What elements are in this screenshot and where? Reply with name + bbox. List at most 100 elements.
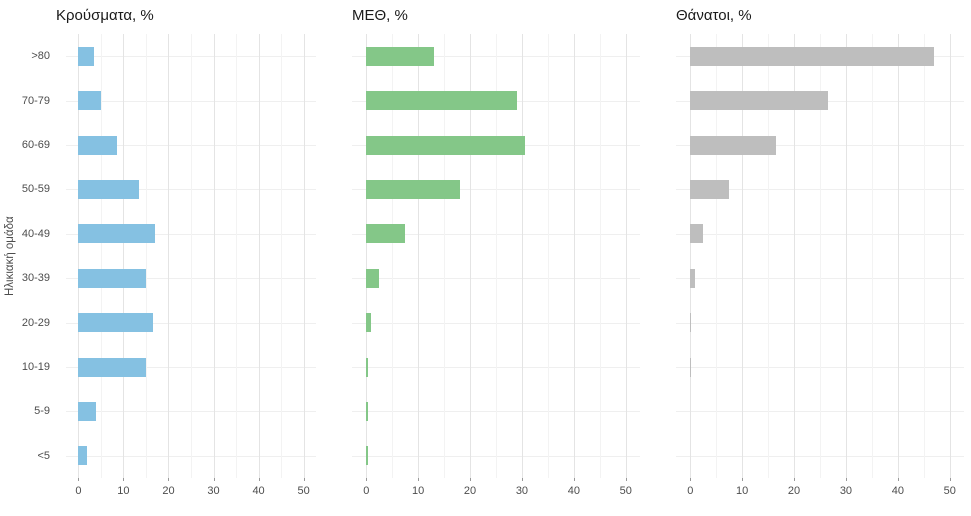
x-axis-tick-label: 10 (736, 485, 749, 497)
x-axis-tick-label: 10 (412, 485, 425, 497)
y-axis-label: <5 (37, 449, 50, 462)
bar (690, 313, 692, 333)
gridline-minor (820, 34, 821, 478)
x-axis-tick-label: 40 (891, 485, 904, 497)
x-axis-tick (123, 478, 125, 481)
bar (690, 224, 704, 244)
bar (366, 357, 368, 377)
gridline-major (303, 34, 305, 478)
x-axis-tick (690, 478, 692, 481)
x-axis-tick (794, 478, 796, 481)
bar (78, 91, 101, 111)
x-axis-tick-label: 20 (787, 485, 801, 497)
bar (366, 179, 460, 199)
chart-deaths: Θάνατοι, % 0 10 20 30 40 50 (647, 0, 971, 516)
gridline-major (690, 34, 692, 478)
x-axis-tick-label: 10 (117, 485, 130, 497)
gridline-major (742, 34, 744, 478)
bar (78, 135, 117, 155)
x-axis-tick (573, 478, 575, 481)
bar (690, 179, 730, 199)
y-axis-label: 10-19 (21, 361, 50, 373)
gridline-major (213, 34, 215, 478)
x-axis-tick-label: 0 (75, 485, 82, 497)
y-axis-label: 5-9 (34, 405, 50, 418)
bar (366, 46, 434, 66)
bar (690, 268, 696, 288)
y-axis-label: 50-59 (21, 183, 50, 196)
gridline-minor (599, 34, 601, 478)
x-axis-tick (213, 478, 215, 481)
chart-cases: Κρούσματα, % >80 70-79 60-69 50-59 40-49 30-3… (0, 0, 324, 516)
x-axis-tick-label: 50 (619, 485, 632, 497)
bar (78, 401, 97, 421)
bar (78, 179, 140, 199)
plot-area-cases: 0 10 20 30 40 50 (66, 34, 316, 497)
bar (366, 313, 372, 333)
y-axis-label: 70-79 (21, 94, 50, 107)
gridline-major (573, 34, 575, 478)
x-axis-tick-label: 0 (363, 485, 370, 497)
bar (366, 224, 406, 244)
gridline-major (470, 34, 472, 478)
x-axis-tick (303, 478, 305, 481)
gridline-minor (923, 34, 925, 478)
gridline-minor (191, 34, 192, 478)
bar (690, 135, 776, 155)
bar (78, 357, 146, 377)
gridline-major (78, 34, 80, 478)
bar (690, 91, 828, 111)
gridline-major (845, 34, 847, 478)
bar (366, 135, 525, 155)
x-axis-tick (470, 478, 472, 481)
x-axis-tick-label: 30 (515, 485, 529, 497)
plot-area-icu: 0 10 20 30 40 50 (352, 34, 640, 497)
gridline-minor (392, 34, 394, 478)
bar (78, 313, 153, 333)
gridline-minor (145, 34, 147, 478)
plot-area-deaths: 0 10 20 30 40 50 (676, 34, 964, 497)
x-axis-tick (742, 478, 744, 481)
y-axis-label: 60-69 (21, 139, 50, 151)
y-axis-labels: >80 70-79 60-69 50-59 40-49 30-39 20-29 10-19 5-… (0, 34, 60, 478)
gridline-minor (871, 34, 873, 478)
x-axis-tick (418, 478, 420, 481)
x-axis-tick (949, 478, 951, 481)
bar (690, 357, 692, 377)
y-axis-label: 40-49 (21, 227, 50, 240)
gridline-minor (716, 34, 718, 478)
gridline-major (123, 34, 125, 478)
chart-icu: ΜΕΘ, % 0 10 20 30 40 50 (324, 0, 647, 516)
x-axis-tick (625, 478, 627, 481)
y-axis-label: 20-29 (21, 316, 50, 329)
x-axis-tick-label: 0 (687, 485, 694, 497)
gridline-minor (496, 34, 497, 478)
x-axis-tick-label: 50 (297, 485, 310, 497)
gridline-minor (236, 34, 238, 478)
gridline-major (258, 34, 260, 478)
bar (366, 91, 517, 111)
x-axis-tick (78, 478, 80, 481)
y-axis-label: >80 (31, 50, 50, 63)
x-axis-tick (366, 478, 368, 481)
panel-title-icu: ΜΕΘ, % (352, 7, 408, 24)
x-axis-tick (168, 478, 170, 481)
x-axis-tick-label: 20 (162, 485, 175, 497)
bar (78, 224, 155, 244)
gridline-minor (281, 34, 283, 478)
gridline-major (168, 34, 170, 478)
x-axis-tick (521, 478, 523, 481)
gridline-minor (100, 34, 102, 478)
x-axis-tick (845, 478, 847, 481)
panel-title-cases: Κρούσματα, % (56, 7, 154, 24)
gridline-major (794, 34, 796, 478)
gridline-major (521, 34, 523, 478)
x-axis-tick (897, 478, 899, 481)
gridline-major (418, 34, 420, 478)
x-axis-tick-label: 30 (207, 485, 220, 497)
gridline-minor (444, 34, 446, 478)
bar (78, 446, 88, 466)
gridline-major (625, 34, 627, 478)
gridline-major (949, 34, 951, 478)
gridline-major (366, 34, 368, 478)
